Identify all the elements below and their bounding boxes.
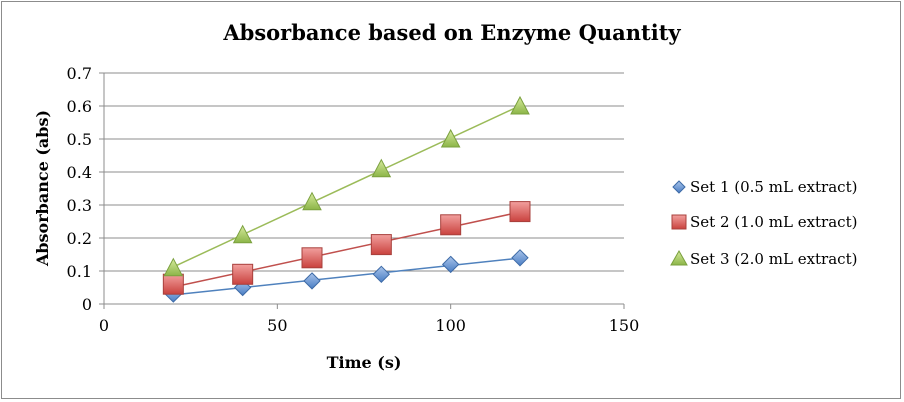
diamond-marker: [511, 249, 529, 267]
y-tick-label: 0.5: [67, 130, 92, 149]
y-tick-label: 0.7: [67, 64, 92, 83]
y-tick-label: 0.3: [67, 196, 92, 215]
trendline-square: [173, 211, 521, 288]
y-tick-label: 0.6: [67, 97, 92, 116]
y-tick-label: 0.1: [67, 262, 92, 281]
legend-item: Set 3 (2.0 mL extract): [670, 249, 857, 268]
square-marker: [162, 273, 184, 295]
trendline-diamond: [173, 257, 521, 296]
square-marker: [509, 201, 531, 223]
x-axis-title: Time (s): [327, 353, 402, 372]
square-marker: [440, 214, 462, 236]
legend-square-icon: [671, 214, 687, 230]
diamond-marker: [303, 272, 321, 290]
legend-item: Set 1 (0.5 mL extract): [672, 178, 857, 196]
triangle-marker: [510, 95, 530, 115]
legend-item: Set 2 (1.0 mL extract): [671, 213, 857, 231]
trendline-triangle: [173, 105, 521, 268]
y-tick-labels: 0 0.1 0.2 0.3 0.4 0.5 0.6 0.7: [67, 64, 92, 314]
triangle-marker: [371, 158, 392, 178]
data-markers: [162, 95, 531, 303]
x-tick-labels: 0 50 100 150: [99, 316, 639, 335]
trendlines: [173, 105, 521, 296]
x-tick-label: 150: [609, 316, 640, 335]
triangle-marker: [232, 224, 253, 244]
chart-title: Absorbance based on Enzyme Quantity: [222, 20, 681, 45]
square-marker: [301, 247, 323, 269]
triangle-marker: [163, 257, 184, 277]
x-tick-label: 100: [435, 316, 466, 335]
x-tick-label: 0: [99, 316, 109, 335]
legend-diamond-icon: [672, 180, 686, 194]
legend-label: Set 3 (2.0 mL extract): [690, 250, 857, 268]
axes: [99, 72, 625, 309]
diamond-marker: [441, 255, 460, 274]
diamond-marker: [372, 265, 391, 284]
square-marker: [370, 234, 392, 256]
triangle-marker: [302, 191, 322, 211]
triangle-marker: [440, 128, 461, 148]
y-tick-label: 0.4: [67, 163, 92, 182]
y-axis-title: Absorbance (abs): [33, 110, 52, 267]
y-tick-label: 0.2: [67, 229, 92, 248]
legend-label: Set 1 (0.5 mL extract): [690, 178, 857, 196]
legend-label: Set 2 (1.0 mL extract): [690, 213, 857, 231]
y-tick-label: 0: [82, 295, 92, 314]
x-tick-label: 50: [267, 316, 287, 335]
square-marker: [232, 263, 254, 285]
legend: Set 1 (0.5 mL extract) Set 2 (1.0 mL extr…: [670, 178, 857, 268]
gridlines: [104, 72, 624, 272]
legend-triangle-icon: [670, 249, 688, 266]
